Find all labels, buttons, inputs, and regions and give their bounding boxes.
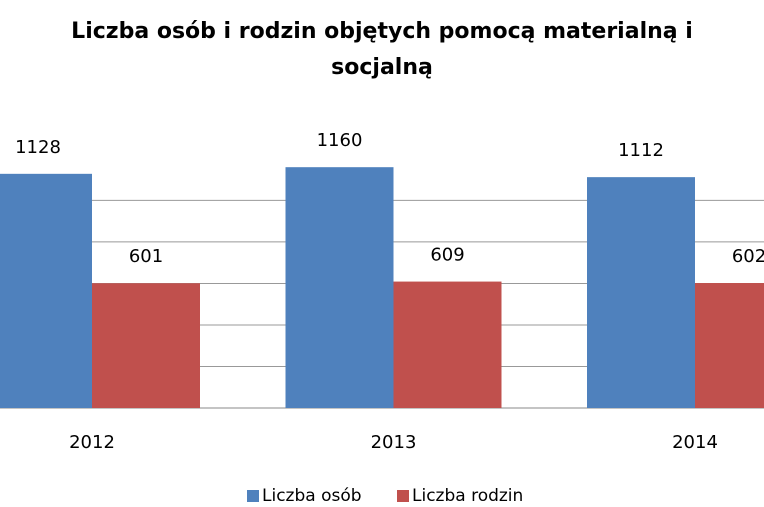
bar (285, 167, 394, 408)
bar (587, 177, 695, 408)
value-label: 609 (430, 245, 464, 266)
x-tick-label: 2013 (371, 432, 417, 453)
legend-label: Liczba osób (262, 486, 362, 506)
value-label: 1112 (618, 140, 664, 161)
x-tick-label: 2014 (672, 432, 718, 453)
legend-label: Liczba rodzin (412, 486, 523, 506)
legend-swatch (397, 490, 409, 502)
bar (695, 283, 764, 408)
value-label: 1128 (15, 137, 61, 158)
bar (393, 281, 502, 408)
chart-title: Liczba osób i rodzin objętych pomocą mat… (71, 19, 693, 80)
bar (92, 283, 200, 408)
value-label: 1160 (317, 130, 363, 151)
bar (0, 173, 92, 408)
x-tick-label: 2012 (69, 432, 115, 453)
legend-swatch (247, 490, 259, 502)
value-label: 602 (732, 246, 764, 267)
value-label: 601 (129, 246, 163, 267)
